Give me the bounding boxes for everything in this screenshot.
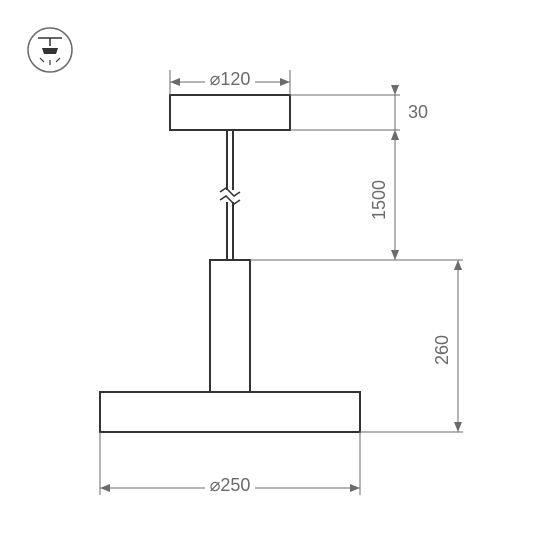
shade — [100, 392, 360, 432]
dim-body-height-label: 260 — [432, 335, 452, 365]
dim-canopy-height-label: 30 — [408, 102, 428, 122]
stem — [210, 260, 250, 392]
dim-canopy-height: 30 — [290, 85, 428, 140]
canopy — [170, 95, 290, 130]
dim-bottom-diameter: ⌀250 — [100, 432, 360, 495]
dim-top-diameter: ⌀120 — [170, 68, 290, 95]
dim-top-diameter-label: ⌀120 — [210, 69, 251, 89]
tech-drawing: ⌀120 30 1500 260 ⌀250 — [0, 0, 555, 555]
dim-bottom-diameter-label: ⌀250 — [210, 475, 251, 495]
pendant-light-icon — [28, 28, 72, 72]
cable — [220, 130, 240, 260]
dim-cable-length-label: 1500 — [369, 180, 389, 220]
dim-cable-length: 1500 — [250, 130, 400, 260]
dim-body-height: 260 — [250, 260, 463, 432]
